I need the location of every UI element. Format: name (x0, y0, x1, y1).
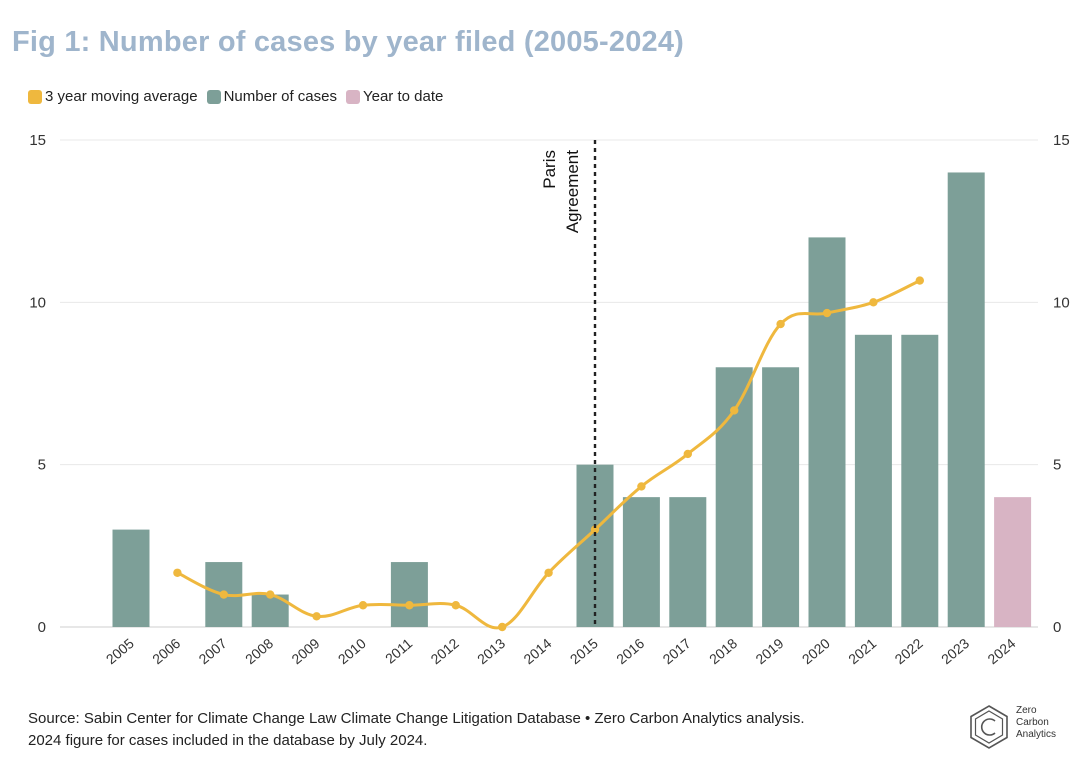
moving-average-point (822, 308, 832, 318)
cases-bar (808, 237, 846, 627)
cases-bar (762, 367, 800, 627)
y-tick-label-left: 15 (29, 132, 46, 149)
chart-footer: Source: Sabin Center for Climate Change … (28, 708, 805, 752)
annotation-label: Agreement (563, 150, 582, 233)
chart-bars (112, 172, 1032, 627)
annotation-label: Paris (540, 150, 559, 189)
moving-average-point (776, 319, 785, 329)
y-tick-label-left: 0 (38, 619, 46, 636)
moving-average-point (590, 525, 600, 534)
legend-swatch-moving-average (28, 89, 42, 104)
cases-bar (112, 529, 150, 627)
x-tick-label: 2018 (706, 635, 740, 667)
x-tick-label: 2015 (567, 635, 601, 667)
y-tick-label-left: 10 (29, 294, 46, 311)
x-tick-label: 2013 (474, 635, 508, 667)
chart-legend: 3 year moving average Number of cases Ye… (28, 88, 452, 105)
legend-item-moving-average: 3 year moving average (28, 88, 198, 105)
x-tick-label: 2022 (892, 635, 926, 667)
y-tick-label-left: 5 (38, 457, 46, 474)
moving-average-point (266, 590, 275, 599)
legend-label-year-to-date: Year to date (362, 88, 444, 105)
logo-line: Zero (1016, 705, 1037, 716)
year-to-date-bar (994, 497, 1032, 627)
chart-title: Fig 1: Number of cases by year filed (20… (12, 26, 685, 58)
moving-average-point (730, 406, 739, 415)
x-tick-label: 2014 (520, 635, 554, 667)
x-tick-label: 2009 (288, 635, 322, 667)
moving-average-path (176, 279, 921, 630)
x-tick-label: 2021 (845, 635, 879, 667)
y-tick-label-right: 0 (1053, 619, 1061, 636)
x-tick-label: 2010 (335, 635, 369, 667)
cases-bar (622, 497, 660, 627)
cases-bar (390, 562, 428, 627)
y-tick-label-right: 10 (1053, 294, 1070, 311)
moving-average-point (173, 568, 182, 577)
moving-average-point (219, 590, 228, 599)
moving-average-point (637, 482, 646, 491)
x-tick-label: 2012 (428, 635, 462, 667)
moving-average-point (451, 601, 460, 610)
x-tick-label: 2005 (103, 635, 137, 667)
logo-text: Zero Carbon Analytics (1016, 705, 1056, 741)
x-tick-label: 2008 (242, 635, 276, 667)
x-tick-label: 2019 (752, 635, 786, 667)
x-tick-label: 2011 (382, 635, 416, 667)
x-tick-label: 2007 (196, 635, 230, 667)
legend-swatch-number-of-cases (206, 89, 221, 104)
moving-average-point (358, 601, 368, 610)
moving-average-point (915, 276, 924, 285)
y-axis-right: 0 5 10 15 (1053, 132, 1070, 636)
moving-average-point (544, 568, 553, 577)
y-tick-label-right: 15 (1053, 132, 1070, 149)
moving-average-point (498, 622, 507, 632)
x-tick-label: 2024 (984, 635, 1018, 667)
legend-swatch-year-to-date (345, 89, 360, 104)
legend-item-year-to-date: Year to date (345, 88, 444, 105)
cases-bar (947, 172, 985, 627)
x-axis: 2005 2006 2007 2008 2009 2010 2011 2012 2013 2014… (103, 635, 1019, 667)
y-tick-label-right: 5 (1053, 457, 1061, 474)
x-tick-label: 2020 (799, 635, 833, 667)
paris-agreement-annotation: Paris Agreement (540, 140, 597, 627)
x-tick-label: 2006 (149, 635, 183, 667)
legend-label-moving-average: 3 year moving average (45, 88, 198, 105)
footer-source: Source: Sabin Center for Climate Change … (28, 710, 805, 727)
logo-line: Analytics (1016, 729, 1057, 740)
moving-average-point (683, 449, 692, 459)
chart-moving-average-line (173, 276, 924, 632)
cases-bar (854, 334, 892, 627)
x-tick-label: 2023 (938, 635, 972, 667)
cases-bar (901, 334, 939, 627)
legend-label-number-of-cases: Number of cases (223, 88, 337, 105)
cases-bar (576, 464, 614, 627)
footer-note: 2024 figure for cases included in the da… (28, 732, 428, 749)
y-axis-left: 0 5 10 15 (29, 132, 46, 636)
moving-average-point (405, 601, 414, 610)
x-tick-label: 2017 (660, 635, 694, 667)
moving-average-point (312, 612, 321, 621)
zero-carbon-analytics-logo: Zero Carbon Analytics (966, 703, 1076, 751)
cases-bar (715, 367, 753, 627)
legend-item-number-of-cases: Number of cases (206, 88, 337, 105)
cases-bar (669, 497, 707, 627)
hexagon-c-icon (970, 705, 1008, 749)
logo-line: Carbon (1016, 717, 1049, 728)
moving-average-point (869, 298, 878, 307)
x-tick-label: 2016 (613, 635, 647, 667)
